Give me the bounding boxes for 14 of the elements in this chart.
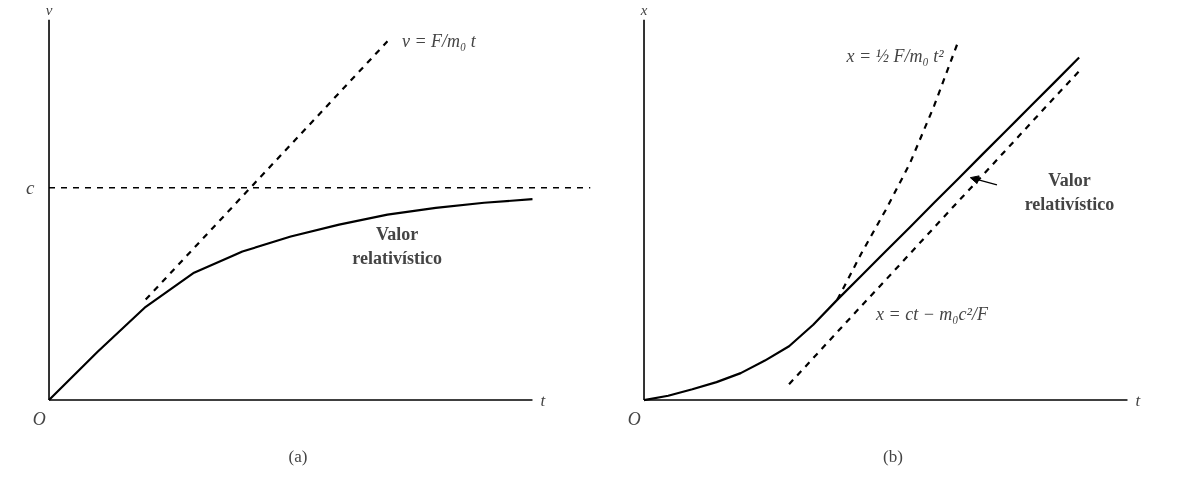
- text: (b): [883, 446, 903, 466]
- ref-line-label: c: [26, 177, 36, 199]
- annotation: x = ct − m₀c²/F: [875, 303, 989, 324]
- text: O: [32, 409, 46, 430]
- annotation: x = ½ F/m₀ t²: [845, 45, 945, 66]
- text: (a): [288, 446, 308, 466]
- y-axis-title: x: [639, 1, 648, 18]
- x-axis-title: t: [1135, 390, 1142, 410]
- annotation: Valor relativístico: [1024, 170, 1115, 215]
- y-axis-title: v: [45, 1, 53, 18]
- x-axis-title: t: [540, 390, 547, 410]
- text: O: [627, 409, 641, 430]
- annotation: v = F/m₀ t: [401, 31, 477, 52]
- annotation: Valor relativístico: [352, 223, 442, 268]
